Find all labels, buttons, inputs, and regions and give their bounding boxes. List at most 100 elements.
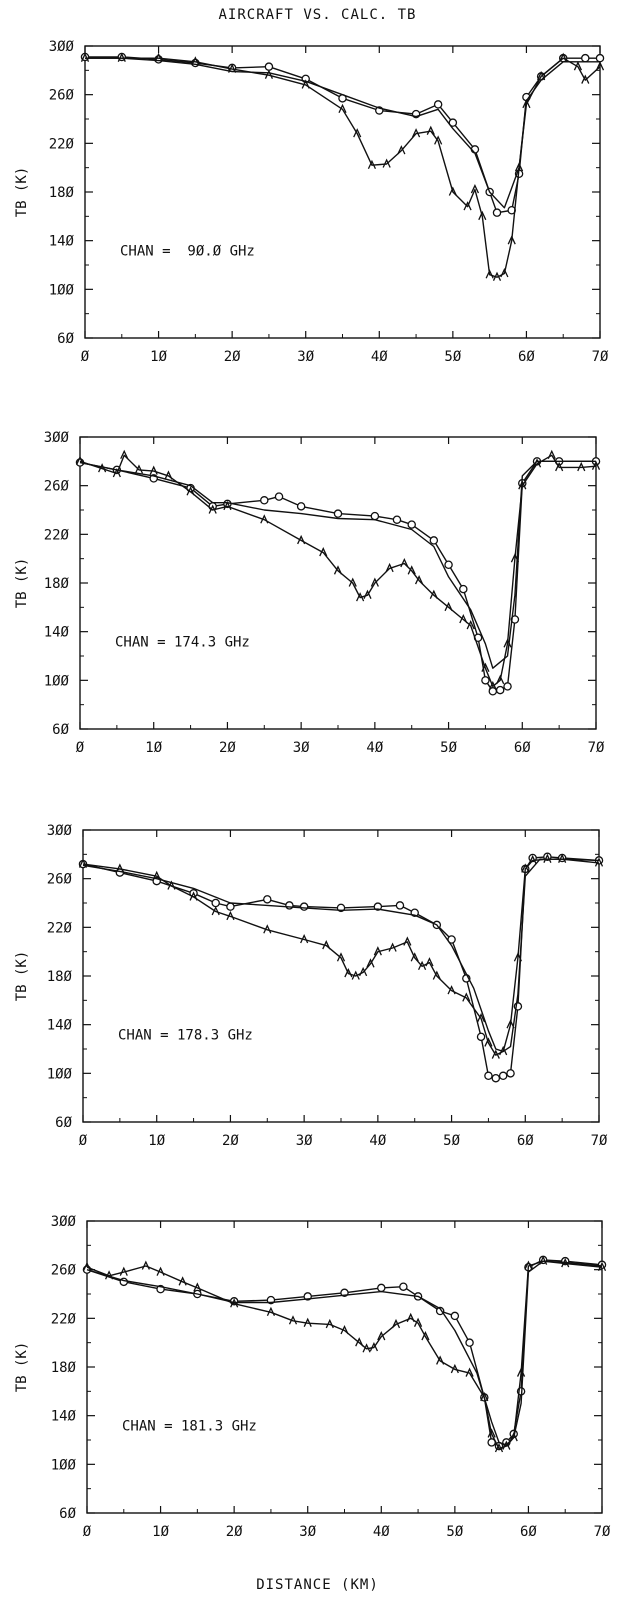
channel-annotation: CHAN = 178.3 GHz [118, 1027, 253, 1043]
data-point-caret [373, 946, 382, 956]
x-tick-label: 4Ø [371, 349, 388, 365]
x-tick-label: 4Ø [373, 1524, 390, 1540]
data-point-circle [333, 509, 343, 518]
data-point-caret [152, 870, 161, 881]
data-point-circle [429, 536, 439, 545]
data-point-circle [395, 901, 405, 910]
y-tick-label: 14Ø [49, 234, 75, 250]
data-point-caret [344, 968, 353, 978]
data-point-circle [392, 515, 402, 524]
x-tick-label: 6Ø [517, 1133, 534, 1149]
data-point-caret [208, 504, 217, 514]
data-point-caret [491, 1049, 500, 1059]
channel-annotation: CHAN = 174.3 GHz [115, 634, 250, 650]
data-point-caret [558, 853, 567, 863]
data-point-caret [333, 565, 343, 575]
x-tick-label: 2Ø [222, 1133, 239, 1149]
data-point-caret [502, 1440, 511, 1450]
data-point-caret [178, 1276, 187, 1286]
y-tick-label: 3ØØ [51, 1214, 77, 1230]
data-point-caret [300, 933, 309, 944]
data-point-caret [338, 103, 347, 114]
data-point-caret [414, 575, 424, 585]
data-point-circle [450, 1311, 460, 1321]
data-point-caret [141, 1260, 150, 1270]
data-point-caret [319, 547, 328, 557]
data-point-caret [466, 620, 475, 630]
y-tick-label: 14Ø [47, 1018, 73, 1034]
data-point-caret [410, 952, 419, 962]
data-point-caret [288, 1315, 298, 1325]
series-line-3 [85, 57, 600, 209]
x-tick-label: 5Ø [444, 349, 461, 365]
data-point-caret [322, 940, 331, 950]
data-point-circle [495, 685, 505, 695]
chart-panel-4: Ø 1Ø 2Ø 3Ø 4Ø 5Ø 6Ø 7Ø 6Ø 1ØØ 14Ø 18Ø 22Ø 26Ø 3ØØ TB (K… [14, 1214, 611, 1540]
data-point-caret [193, 1282, 202, 1292]
y-tick-label: 3ØØ [44, 430, 70, 446]
data-point-caret [463, 201, 472, 211]
data-point-caret [351, 970, 360, 980]
data-point-caret [120, 449, 129, 460]
data-point-circle [498, 1071, 508, 1081]
y-tick-label: 26Ø [51, 1263, 77, 1279]
data-point-caret [75, 455, 85, 466]
data-point-circle [263, 895, 272, 904]
y-tick-label: 22Ø [47, 920, 73, 936]
data-point-caret [543, 853, 552, 863]
data-point-caret [119, 1266, 128, 1276]
data-point-caret [499, 1045, 508, 1056]
x-tick-label: 3Ø [293, 740, 310, 756]
data-point-caret [591, 460, 601, 470]
data-point-circle [285, 901, 294, 910]
series-line-1 [79, 460, 596, 692]
y-axis-label: TB (K) [14, 558, 30, 609]
y-tick-label: 26Ø [47, 872, 73, 888]
data-point-caret [80, 52, 90, 62]
data-point-circle [444, 560, 453, 570]
data-point-caret [260, 514, 269, 524]
data-point-caret [462, 992, 471, 1002]
data-point-caret [426, 125, 435, 135]
data-point-circle [476, 1032, 486, 1042]
data-point-caret [397, 145, 406, 155]
data-point-caret [297, 534, 306, 545]
data-point-circle [481, 676, 490, 685]
data-point-circle [484, 1071, 493, 1081]
x-tick-label: Ø [83, 1524, 92, 1540]
series-line-3 [86, 1260, 603, 1446]
data-point-caret [528, 854, 537, 865]
data-point-circle [433, 100, 443, 109]
data-point-caret [82, 1261, 92, 1272]
data-point-caret [595, 61, 605, 71]
data-point-caret [444, 601, 453, 612]
x-tick-label: 7Ø [592, 349, 609, 365]
x-tick-label: 1Ø [152, 1524, 169, 1540]
chart-panel-2: Ø 1Ø 2Ø 3Ø 4Ø 5Ø 6Ø 7Ø 6Ø 1ØØ 14Ø 18Ø 22Ø 26Ø 3ØØ TB (K… [14, 430, 605, 756]
data-point-caret [480, 1391, 489, 1402]
data-point-caret [340, 1324, 349, 1335]
x-tick-label: 2Ø [226, 1524, 243, 1540]
x-axis-label: DISTANCE (KM) [256, 1577, 379, 1593]
data-point-caret [484, 1037, 493, 1047]
y-tick-label: 3ØØ [47, 823, 73, 839]
data-point-caret [503, 638, 512, 648]
data-point-caret [385, 562, 394, 573]
data-point-caret [561, 1258, 570, 1268]
data-point-caret [115, 863, 124, 873]
y-tick-label: 22Ø [51, 1311, 77, 1327]
data-point-caret [154, 52, 163, 62]
data-point-caret [359, 966, 368, 977]
y-axis-label: TB (K) [14, 1342, 30, 1393]
data-point-caret [228, 63, 237, 73]
data-point-caret [577, 461, 586, 472]
y-tick-label: 1ØØ [47, 1066, 73, 1082]
data-point-caret [524, 1260, 533, 1270]
y-tick-label: 22Ø [44, 527, 70, 543]
x-tick-label: 3Ø [297, 349, 314, 365]
chart-panel-1: Ø 1Ø 2Ø 3Ø 4Ø 5Ø 6Ø 7Ø 6Ø 1ØØ 14Ø 18Ø 22Ø 26Ø 3ØØ TB (K… [14, 39, 609, 365]
data-point-caret [355, 1337, 364, 1347]
data-point-caret [388, 942, 397, 952]
data-point-caret [325, 1318, 334, 1329]
